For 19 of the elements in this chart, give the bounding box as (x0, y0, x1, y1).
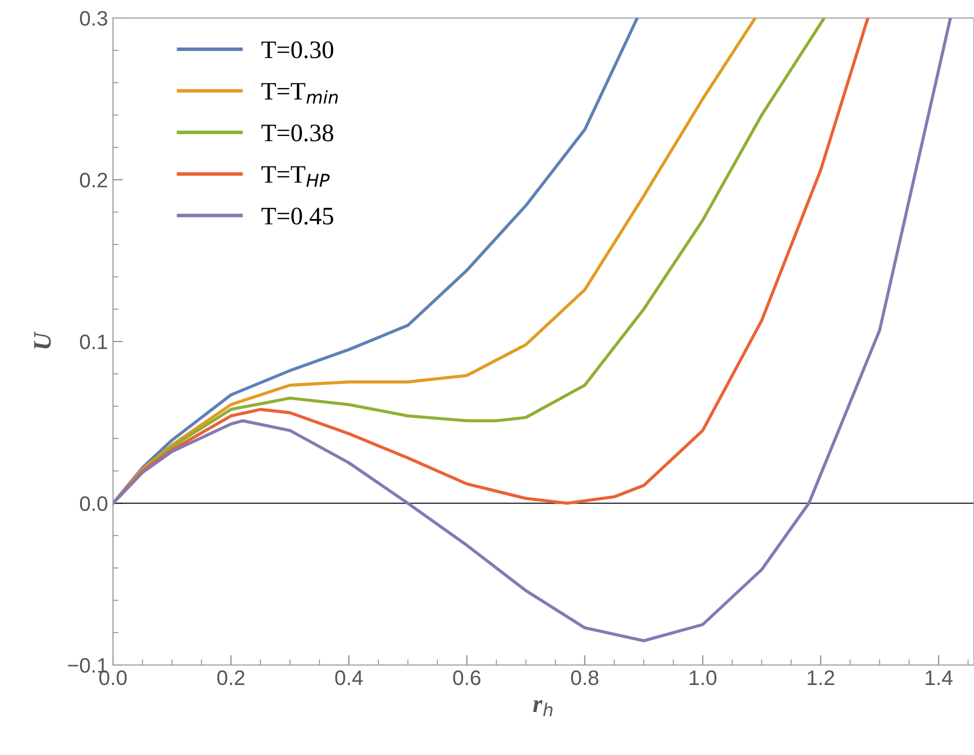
legend-label: T=0.30 (262, 41, 334, 58)
y-axis-title: U (34, 331, 51, 348)
x-tick-label: 0.8 (571, 670, 598, 686)
legend-label: T=T$_{min}$ (262, 83, 338, 104)
y-tick-label: 0.2 (80, 172, 108, 188)
x-tick-label: 0.2 (217, 670, 244, 686)
x-axis-title: r$_{h}$ (533, 700, 552, 716)
x-tick-label: 1.2 (808, 670, 834, 685)
x-tick-label: 0.4 (335, 670, 363, 686)
line-series (113, 18, 952, 642)
x-tick-label: 1.4 (926, 670, 952, 685)
x-tick-label: 1.0 (690, 670, 716, 686)
legend-label: T=0.38 (262, 124, 334, 142)
y-tick-label: 0.3 (80, 11, 108, 26)
y-tick-label: 0.0 (80, 496, 108, 512)
legend-label: T=T$_{HP}$ (262, 166, 330, 187)
x-tick-label: 0.6 (453, 670, 480, 686)
y-tick-label: 0.1 (80, 334, 108, 350)
legend-label: T=0.45 (262, 208, 334, 225)
